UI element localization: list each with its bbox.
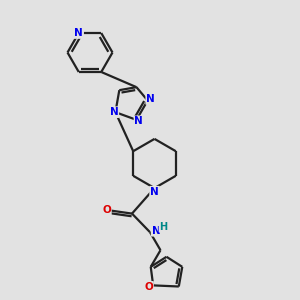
Text: O: O [102,205,111,215]
Text: N: N [152,226,160,236]
Text: N: N [110,107,118,117]
Text: H: H [159,222,168,232]
Text: N: N [150,187,159,197]
Text: N: N [74,28,83,38]
Text: N: N [134,116,143,126]
Text: O: O [144,282,153,292]
Text: N: N [146,94,155,104]
